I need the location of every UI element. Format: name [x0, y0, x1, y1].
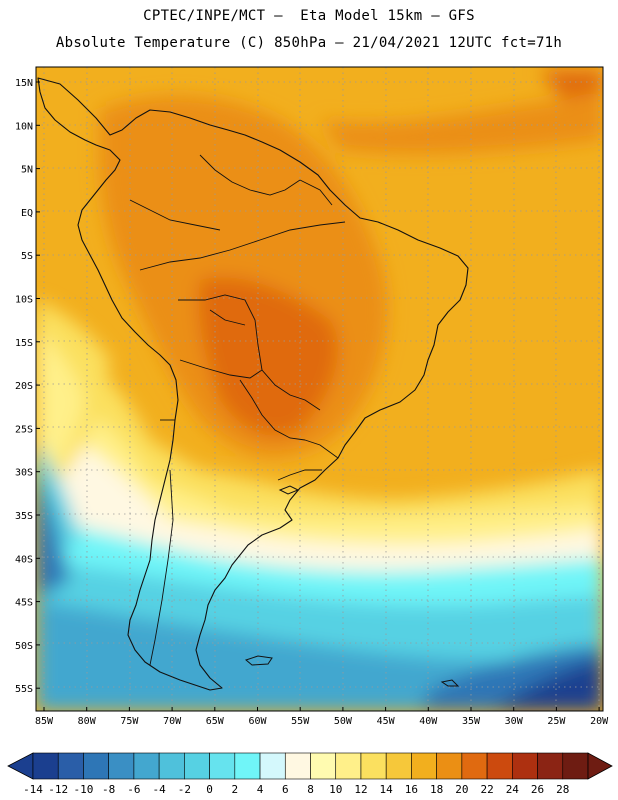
colorbar-label: 6 — [282, 783, 289, 796]
colorbar-swatch — [259, 752, 286, 780]
lat-label: 30S — [15, 468, 33, 479]
colorbar-label: -6 — [127, 783, 140, 796]
lat-label: 50S — [15, 641, 33, 652]
colorbar-swatch — [158, 752, 185, 780]
colorbar-swatch — [32, 752, 59, 780]
colorbar-label: 28 — [556, 783, 569, 796]
lon-label: 30W — [505, 716, 524, 727]
colorbar-swatch — [83, 752, 109, 780]
lat-label: EQ — [21, 208, 33, 219]
colorbar-label: 20 — [455, 783, 468, 796]
colorbar-swatch — [411, 752, 437, 780]
lon-label: 60W — [248, 716, 267, 727]
colorbar-swatch — [133, 752, 160, 780]
lat-label: 15S — [15, 338, 33, 349]
lat-label: 20S — [15, 381, 33, 392]
colorbar-label: 18 — [430, 783, 443, 796]
chart-title: CPTEC/INPE/MCT – Eta Model 15km – GFS — [143, 8, 475, 24]
lat-label: 25S — [15, 424, 33, 435]
latitude-labels: 15N 10N 5N EQ 5S 10S 15S 20S 25S 30S 35S 40S 45S 50S 5… — [15, 78, 40, 695]
colorbar-label: 4 — [257, 783, 264, 796]
islands — [244, 485, 460, 687]
lat-label: 45S — [15, 598, 33, 609]
colorbar-label: 24 — [506, 783, 520, 796]
lon-label: 40W — [419, 716, 438, 727]
lat-label: 5S — [21, 251, 33, 262]
lat-label: 35S — [15, 511, 33, 522]
lat-label: 10S — [15, 295, 33, 306]
colorbar-label: 14 — [380, 783, 394, 796]
lat-label: 40S — [15, 554, 33, 565]
colorbar-swatch — [234, 752, 261, 780]
colorbar-label: -8 — [102, 783, 115, 796]
colorbar-swatch — [184, 752, 210, 780]
lon-label: 35W — [462, 716, 481, 727]
colorbar-over-arrow — [587, 752, 613, 780]
lon-label: 85W — [35, 716, 54, 727]
colorbar-swatch — [335, 752, 362, 780]
country-borders — [129, 154, 346, 666]
colorbar-swatch — [284, 752, 311, 780]
lon-label: 65W — [206, 716, 225, 727]
colorbar-label: 26 — [531, 783, 544, 796]
lon-label: 70W — [163, 716, 182, 727]
lon-label: 55W — [291, 716, 310, 727]
colorbar-label: -4 — [153, 783, 167, 796]
colorbar-swatch — [537, 752, 564, 780]
colorbar-label: -10 — [74, 783, 94, 796]
longitude-labels: 85W 80W 75W 70W 65W 60W 55W 50W 45W 40W 35W 30W 25W 2… — [35, 707, 609, 727]
lon-label: 50W — [334, 716, 353, 727]
colorbar-under-arrow — [7, 752, 34, 780]
colorbar: -14 -12 -10 -8 -6 -4 -2 0 2 4 6 8 10 12 14 16 18 20 22 24 26… — [7, 752, 613, 796]
colorbar-swatch — [512, 752, 538, 780]
map-frame — [35, 66, 604, 712]
colorbar-label: 0 — [206, 783, 213, 796]
colorbar-swatch — [461, 752, 488, 780]
lon-label: 80W — [78, 716, 97, 727]
lon-label: 20W — [590, 716, 609, 727]
colorbar-swatch — [360, 752, 387, 780]
lat-label: 55S — [15, 684, 33, 695]
lon-label: 45W — [377, 716, 396, 727]
grid-lines — [36, 67, 603, 711]
lat-label: 5N — [21, 165, 33, 176]
colorbar-label: 8 — [307, 783, 314, 796]
colorbar-swatch — [108, 752, 135, 780]
colorbar-swatch — [562, 752, 589, 780]
colorbar-label: -12 — [48, 783, 68, 796]
temperature-field — [36, 67, 603, 711]
colorbar-label: 2 — [232, 783, 239, 796]
colorbar-swatch — [385, 752, 412, 780]
south-america-coastline — [37, 77, 469, 691]
lat-label: 10N — [15, 121, 33, 132]
colorbar-label: -14 — [23, 783, 43, 796]
colorbar-swatch — [209, 752, 236, 780]
colorbar-swatch — [57, 752, 84, 780]
colorbar-label: 16 — [405, 783, 418, 796]
colorbar-label: 12 — [354, 783, 367, 796]
colorbar-swatch — [310, 752, 337, 780]
chart-subtitle: Absolute Temperature (C) 850hPa – 21/04/… — [55, 35, 563, 51]
colorbar-label: -2 — [178, 783, 191, 796]
colorbar-swatch — [436, 752, 463, 780]
lat-label: 15N — [15, 78, 33, 89]
lon-label: 75W — [120, 716, 139, 727]
colorbar-label: 22 — [480, 783, 493, 796]
colorbar-swatch — [486, 752, 513, 780]
colorbar-label: 10 — [329, 783, 342, 796]
lon-label: 25W — [547, 716, 566, 727]
